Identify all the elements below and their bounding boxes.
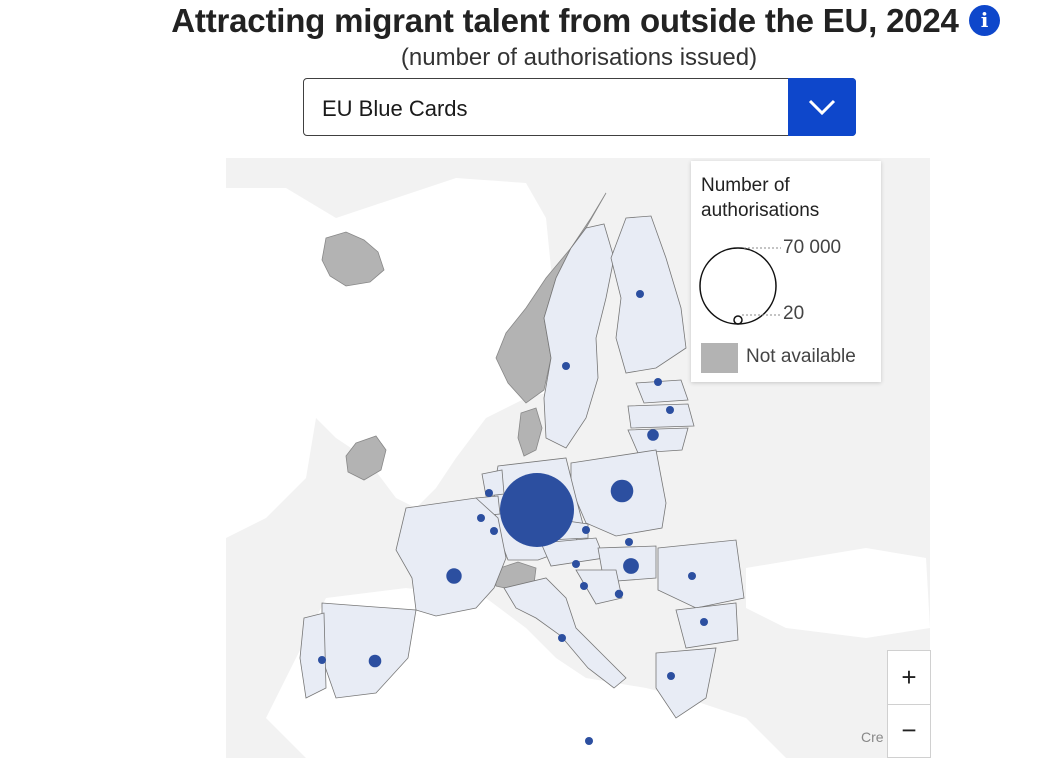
bulgaria-shape — [675, 602, 739, 649]
bubble-croatia[interactable] — [614, 589, 624, 599]
chart-title: Attracting migrant talent from outside t… — [171, 2, 959, 39]
bubble-germany[interactable] — [500, 473, 574, 547]
sweden-shape — [543, 223, 615, 449]
chevron-down-icon — [808, 99, 836, 116]
bubble-luxembourg[interactable] — [490, 527, 498, 535]
bubble-hungary[interactable] — [623, 558, 639, 574]
legend-small-circle — [733, 315, 743, 325]
map-legend: Number of authorisations 70 000 20 Not a… — [691, 161, 881, 382]
italy-shape — [503, 577, 627, 689]
bubble-malta[interactable] — [585, 737, 593, 745]
legend-large-circle — [699, 247, 777, 325]
chart-subtitle: (number of authorisations issued) — [400, 44, 758, 71]
france-shape — [395, 497, 507, 617]
estonia-shape — [635, 379, 689, 404]
legend-min-label: 20 — [783, 303, 805, 324]
legend-max-label: 70 000 — [783, 237, 842, 258]
bubble-spain[interactable] — [368, 654, 382, 668]
latvia-shape — [627, 403, 695, 429]
iceland-shape — [321, 231, 385, 287]
bubble-italy[interactable] — [558, 634, 566, 642]
legend-na-swatch — [701, 343, 738, 373]
bubble-france[interactable] — [446, 568, 462, 584]
lithuania-shape — [627, 427, 689, 454]
finland-shape — [610, 215, 687, 374]
legend-title: Number of authorisations — [701, 175, 820, 221]
map-credits[interactable]: Cre — [861, 729, 884, 745]
legend-na-label: Not available — [746, 346, 856, 367]
bubble-sweden[interactable] — [562, 362, 570, 370]
sea — [226, 178, 566, 538]
greece-shape — [655, 647, 717, 719]
zoom-in-button[interactable]: + — [888, 651, 930, 705]
bubble-belgium[interactable] — [477, 514, 485, 522]
bubble-slovenia[interactable] — [580, 582, 588, 590]
bubble-bulgaria[interactable] — [700, 618, 708, 626]
zoom-out-button[interactable]: − — [901, 715, 917, 745]
bubble-czechia[interactable] — [582, 526, 590, 534]
bubble-romania[interactable] — [688, 572, 696, 580]
croatia-shape — [575, 569, 623, 605]
bubble-greece[interactable] — [667, 672, 675, 680]
bubble-slovakia[interactable] — [625, 538, 633, 546]
dropdown-selected-value: EU Blue Cards — [322, 96, 468, 121]
zoom-control: + − — [887, 650, 931, 758]
bubble-estonia[interactable] — [654, 378, 662, 386]
portugal-shape — [299, 612, 327, 699]
indicator-dropdown[interactable]: EU Blue Cards — [303, 78, 856, 136]
bubble-netherlands[interactable] — [485, 489, 493, 497]
bubble-layer — [318, 290, 708, 745]
romania-shape — [657, 539, 745, 609]
bubble-portugal[interactable] — [318, 656, 326, 664]
info-icon[interactable]: i — [969, 5, 1000, 36]
europe-map — [226, 178, 930, 758]
denmark-shape — [517, 407, 543, 457]
bubble-austria[interactable] — [572, 560, 580, 568]
bubble-lithuania[interactable] — [647, 429, 659, 441]
dropdown-toggle-button[interactable] — [788, 78, 856, 136]
bubble-poland[interactable] — [610, 479, 634, 503]
bubble-finland[interactable] — [636, 290, 644, 298]
black-sea — [746, 548, 930, 638]
legend-size-circles — [699, 247, 781, 325]
bubble-latvia[interactable] — [666, 406, 674, 414]
ireland-shape — [345, 435, 387, 481]
